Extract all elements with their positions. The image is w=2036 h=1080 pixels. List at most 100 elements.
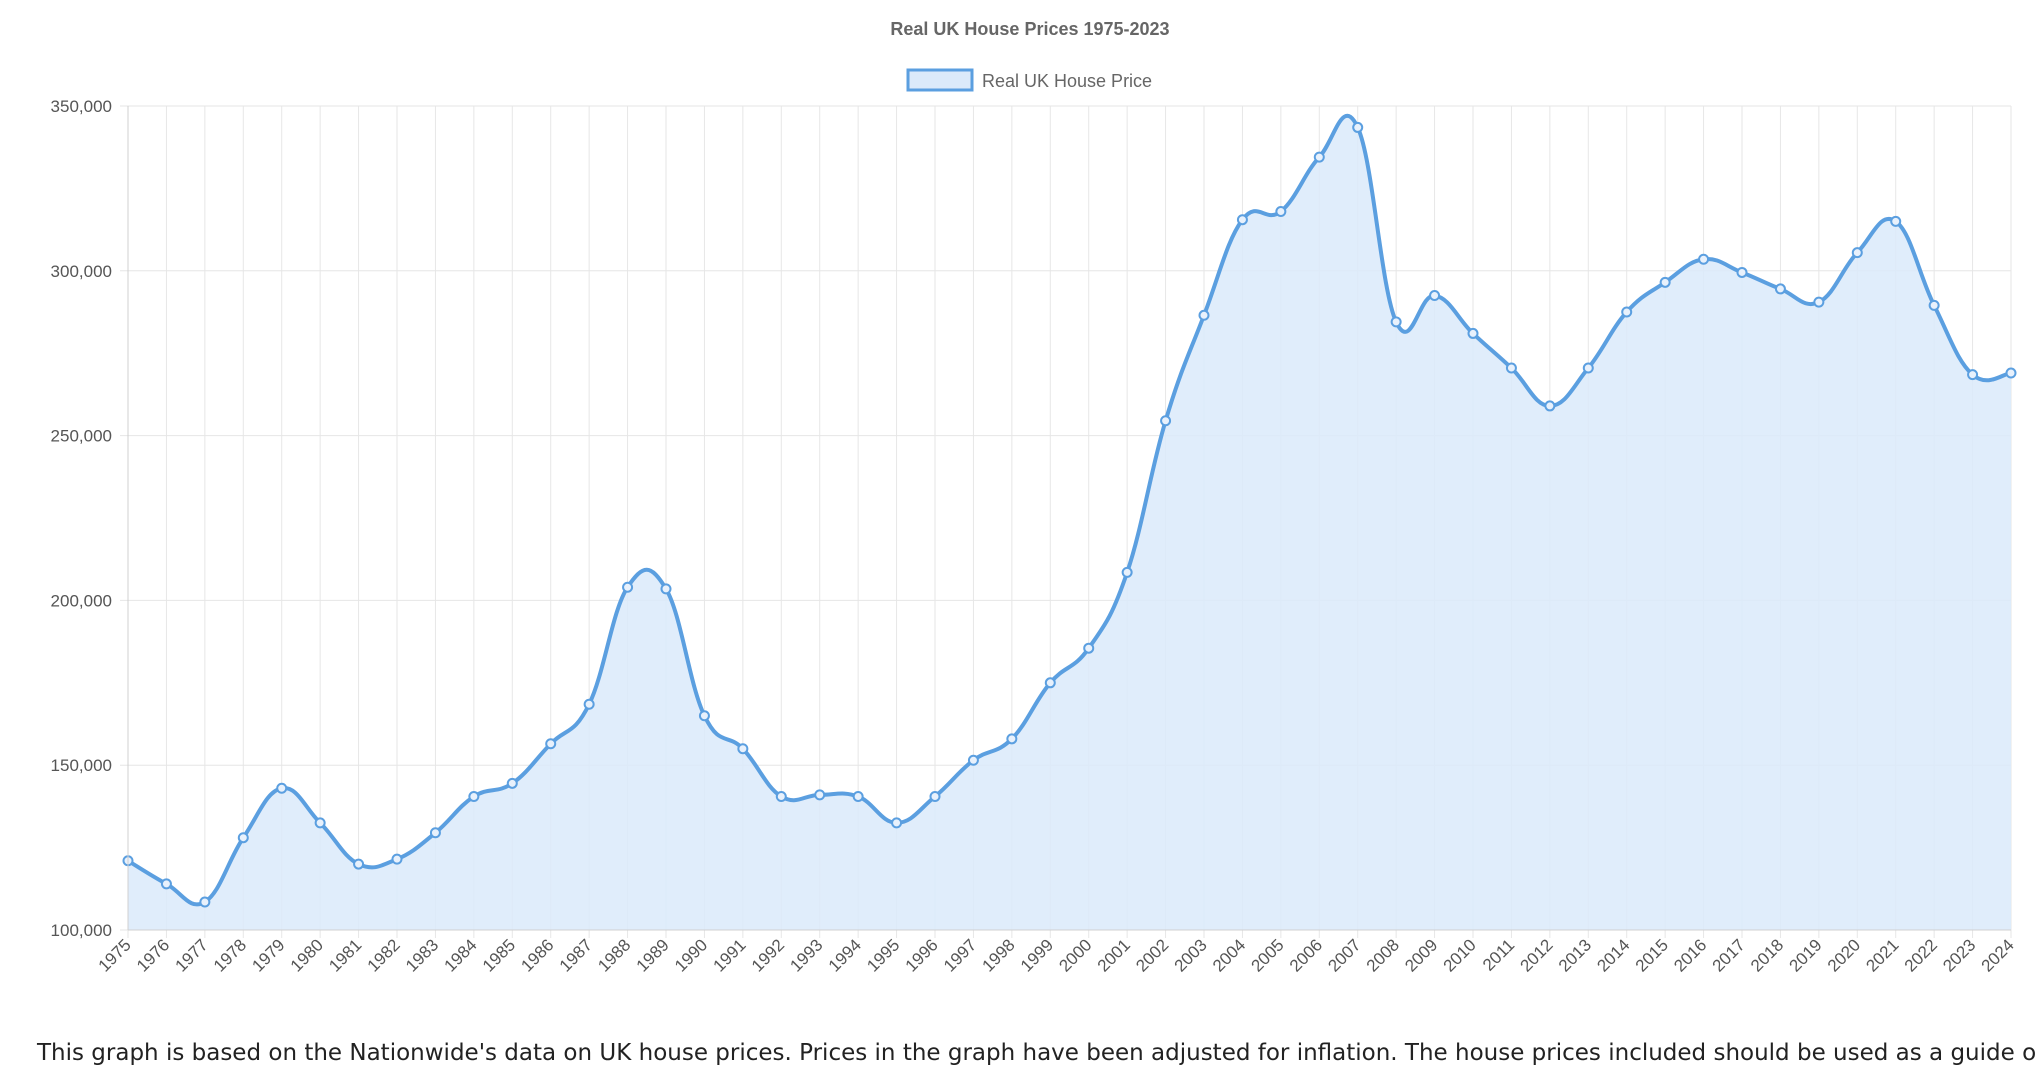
plot-area bbox=[126, 113, 2012, 931]
x-tick-label: 2002 bbox=[1132, 935, 1172, 975]
x-tick-label: 1994 bbox=[825, 935, 865, 975]
data-point[interactable] bbox=[506, 777, 518, 789]
data-point[interactable] bbox=[1505, 362, 1517, 374]
x-tick-label: 2017 bbox=[1709, 935, 1749, 975]
data-point[interactable] bbox=[1236, 214, 1248, 226]
x-tick-label: 2022 bbox=[1901, 935, 1941, 975]
x-tick-label: 2018 bbox=[1747, 935, 1787, 975]
y-tick-label: 150,000 bbox=[51, 756, 112, 775]
x-tick-label: 1977 bbox=[172, 935, 212, 975]
data-point[interactable] bbox=[1467, 327, 1479, 339]
data-points bbox=[122, 121, 2017, 908]
x-tick-label: 2009 bbox=[1401, 935, 1441, 975]
y-tick-label: 350,000 bbox=[51, 97, 112, 116]
data-point[interactable] bbox=[1160, 415, 1172, 427]
x-tick-label: 2014 bbox=[1593, 935, 1633, 975]
data-point[interactable] bbox=[929, 791, 941, 803]
data-point[interactable] bbox=[1774, 283, 1786, 295]
x-axis: 1975197619771978197919801981198219831984… bbox=[95, 929, 2018, 976]
data-point[interactable] bbox=[1928, 299, 1940, 311]
data-point[interactable] bbox=[1967, 369, 1979, 381]
x-tick-label: 2015 bbox=[1632, 935, 1672, 975]
x-tick-label: 2021 bbox=[1862, 935, 1902, 975]
data-point[interactable] bbox=[660, 583, 672, 595]
data-point[interactable] bbox=[199, 896, 211, 908]
y-axis: 100,000 150,000 200,000 250,000 300,000 350,0… bbox=[51, 97, 129, 940]
chart-title: Real UK House Prices 1975-2023 bbox=[890, 19, 1169, 39]
x-tick-label: 2020 bbox=[1824, 935, 1864, 975]
x-tick-label: 2004 bbox=[1209, 935, 1249, 975]
data-point[interactable] bbox=[391, 853, 403, 865]
x-tick-label: 1983 bbox=[402, 935, 442, 975]
data-point[interactable] bbox=[1851, 247, 1863, 259]
data-point[interactable] bbox=[545, 738, 557, 750]
data-point[interactable] bbox=[276, 782, 288, 794]
y-tick-label: 100,000 bbox=[51, 921, 112, 940]
data-point[interactable] bbox=[1621, 306, 1633, 318]
x-tick-label: 2003 bbox=[1171, 935, 1211, 975]
data-point[interactable] bbox=[775, 791, 787, 803]
data-point[interactable] bbox=[1275, 205, 1287, 217]
legend[interactable]: Real UK House Price bbox=[906, 68, 1152, 92]
x-tick-label: 2016 bbox=[1670, 935, 1710, 975]
x-tick-label: 2005 bbox=[1248, 935, 1288, 975]
x-tick-label: 1981 bbox=[325, 935, 365, 975]
data-point[interactable] bbox=[1390, 316, 1402, 328]
data-point[interactable] bbox=[1198, 309, 1210, 321]
x-tick-label: 1984 bbox=[441, 935, 481, 975]
data-point[interactable] bbox=[1006, 733, 1018, 745]
data-point[interactable] bbox=[967, 754, 979, 766]
x-tick-label: 1979 bbox=[248, 935, 288, 975]
x-tick-label: 2001 bbox=[1094, 935, 1134, 975]
x-tick-label: 1978 bbox=[210, 935, 250, 975]
data-point[interactable] bbox=[468, 791, 480, 803]
x-tick-label: 1999 bbox=[1017, 935, 1057, 975]
data-point[interactable] bbox=[698, 710, 710, 722]
data-point[interactable] bbox=[1083, 642, 1095, 654]
x-tick-label: 2011 bbox=[1479, 935, 1518, 974]
x-tick-label: 2013 bbox=[1555, 935, 1595, 975]
data-point[interactable] bbox=[1736, 266, 1748, 278]
data-point[interactable] bbox=[737, 743, 749, 755]
x-tick-label: 2012 bbox=[1517, 935, 1557, 975]
y-tick-label: 250,000 bbox=[51, 427, 112, 446]
x-tick-label: 1976 bbox=[133, 935, 173, 975]
data-point[interactable] bbox=[314, 817, 326, 829]
data-point[interactable] bbox=[237, 832, 249, 844]
data-point[interactable] bbox=[160, 878, 172, 890]
data-point[interactable] bbox=[1544, 400, 1556, 412]
x-tick-label: 2023 bbox=[1939, 935, 1979, 975]
x-tick-label: 2006 bbox=[1286, 935, 1326, 975]
chart: Real UK House Prices 1975-2023 Real UK H… bbox=[51, 19, 2018, 976]
data-point[interactable] bbox=[1582, 362, 1594, 374]
x-tick-label: 2000 bbox=[1055, 935, 1095, 975]
x-tick-label: 1996 bbox=[902, 935, 942, 975]
x-tick-label: 2024 bbox=[1978, 935, 2018, 975]
data-point[interactable] bbox=[1890, 215, 1902, 227]
x-tick-label: 1988 bbox=[594, 935, 634, 975]
data-point[interactable] bbox=[891, 817, 903, 829]
x-tick-label: 1975 bbox=[95, 935, 135, 975]
data-point[interactable] bbox=[1044, 677, 1056, 689]
x-tick-label: 2007 bbox=[1324, 935, 1364, 975]
data-point[interactable] bbox=[353, 858, 365, 870]
x-tick-label: 1998 bbox=[979, 935, 1019, 975]
data-point[interactable] bbox=[852, 791, 864, 803]
data-point[interactable] bbox=[814, 789, 826, 801]
x-tick-label: 1989 bbox=[633, 935, 673, 975]
data-point[interactable] bbox=[622, 581, 634, 593]
x-tick-label: 1997 bbox=[940, 935, 980, 975]
data-point[interactable] bbox=[1121, 566, 1133, 578]
x-tick-label: 1986 bbox=[517, 935, 557, 975]
y-tick-label: 300,000 bbox=[51, 262, 112, 281]
x-tick-label: 2019 bbox=[1786, 935, 1826, 975]
data-point[interactable] bbox=[1813, 296, 1825, 308]
data-point[interactable] bbox=[1313, 151, 1325, 163]
data-point[interactable] bbox=[583, 698, 595, 710]
data-point[interactable] bbox=[429, 827, 441, 839]
data-point[interactable] bbox=[2005, 367, 2017, 379]
data-point[interactable] bbox=[1352, 121, 1364, 133]
data-point[interactable] bbox=[1429, 290, 1441, 302]
data-point[interactable] bbox=[1698, 253, 1710, 265]
data-point[interactable] bbox=[1659, 276, 1671, 288]
